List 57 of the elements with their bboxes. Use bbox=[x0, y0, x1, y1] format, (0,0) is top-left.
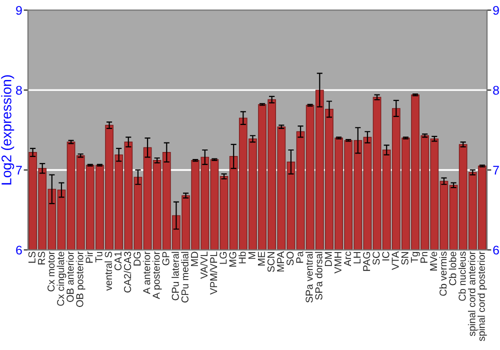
x-tick-label: Pir bbox=[85, 251, 93, 263]
x-tick-label: SPa ventral bbox=[305, 252, 313, 303]
x-tick-label: LG bbox=[220, 252, 227, 264]
x-tick-label: DM bbox=[324, 252, 332, 266]
x-tick-label: MG bbox=[229, 252, 236, 267]
x-tick-label: CPu lateral bbox=[172, 252, 179, 300]
x-tick-label: Tg bbox=[410, 252, 420, 263]
x-tick-label: Tu bbox=[95, 252, 102, 262]
x-tick-label: Cx motor bbox=[48, 251, 55, 292]
y-axis-title: Log2 (expression) bbox=[1, 75, 14, 184]
x-tick-label: GP bbox=[162, 252, 170, 266]
x-tick-label: CA2/CA3 bbox=[124, 252, 132, 292]
y-tick-label: 7 bbox=[16, 166, 22, 175]
x-tick-label: SC bbox=[372, 252, 380, 265]
x-tick-label: ME bbox=[258, 252, 265, 266]
x-tick-label: VTA bbox=[392, 251, 399, 270]
x-tick-label: MD bbox=[191, 252, 198, 266]
y2-tick-label: 7 bbox=[493, 166, 499, 175]
x-tick-label: Cb lobe bbox=[448, 252, 456, 286]
x-tick-label: MVe bbox=[430, 252, 438, 270]
x-tick-label: VPM/VPL bbox=[210, 252, 218, 295]
x-tick-label: M bbox=[248, 252, 256, 259]
x-tick-label: VMH bbox=[334, 252, 342, 274]
y-tick-label: 9 bbox=[16, 6, 22, 15]
x-tick-label: Hb bbox=[238, 252, 246, 264]
x-tick-label: ventral S bbox=[104, 252, 112, 291]
x-tick-label: SCN bbox=[267, 252, 275, 272]
x-tick-label: A posterior bbox=[152, 251, 162, 300]
x-tick-label: spinal cord posterior bbox=[478, 251, 487, 342]
y2-tick-label: 8 bbox=[493, 86, 499, 95]
y-tick-label: 6 bbox=[16, 246, 22, 255]
x-tick-label: PAG bbox=[363, 252, 370, 271]
x-tick-label: LS bbox=[28, 252, 36, 263]
x-tick-label: Pn bbox=[420, 252, 428, 263]
x-tick-label: OB anterior bbox=[66, 251, 74, 302]
x-tick-label: Cx cingulate bbox=[56, 252, 66, 306]
x-tick-label: CA1 bbox=[114, 252, 122, 270]
x-tick-label: LH bbox=[354, 252, 360, 264]
x-tick-label: CPu medial bbox=[181, 252, 188, 302]
x-tick-label: SO bbox=[286, 252, 294, 266]
x-tick-label: Cb vermis bbox=[439, 252, 447, 296]
x-tick-label: VA/VL bbox=[200, 252, 208, 279]
x-tick-label: SN bbox=[401, 252, 408, 265]
x-tick-label: Cb nucleus bbox=[458, 252, 466, 301]
x-tick-label: A anterior bbox=[142, 251, 150, 294]
y2-tick-label: 6 bbox=[493, 246, 499, 255]
x-tick-label: RS bbox=[38, 252, 46, 264]
x-tick-label: IC bbox=[382, 252, 390, 260]
x-tick-label: MPA bbox=[277, 251, 284, 272]
x-tick-label: OB posterior bbox=[76, 251, 86, 307]
x-tick-label: spinal cord anterior bbox=[468, 251, 478, 336]
y-tick-label: 8 bbox=[16, 86, 22, 95]
y2-tick-label: 9 bbox=[493, 6, 499, 15]
x-tick-label: DG bbox=[134, 252, 141, 266]
x-tick-label: Arc bbox=[344, 252, 352, 266]
x-tick-label: Pa bbox=[296, 251, 304, 263]
x-tick-label: SPa dorsal bbox=[314, 252, 322, 300]
